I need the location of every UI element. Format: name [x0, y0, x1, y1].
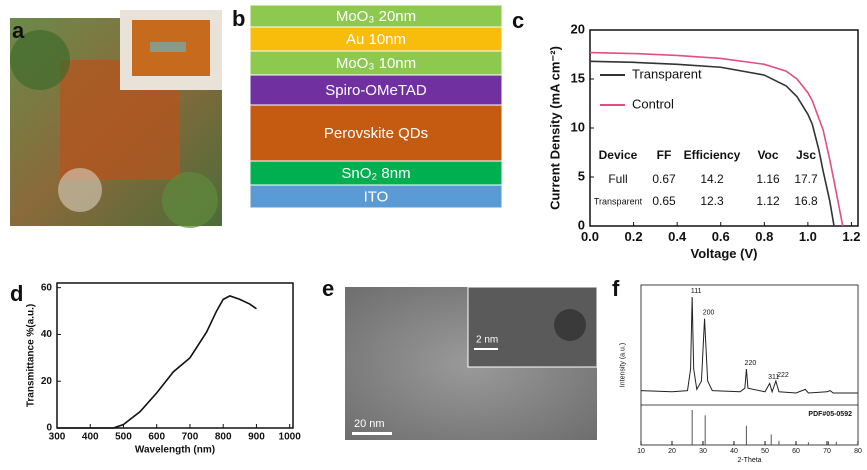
table-header: FF: [657, 148, 672, 162]
legend-label: Control: [632, 96, 674, 111]
x-axis-label: Wavelength (nm): [135, 445, 215, 456]
y-tick-label: 20: [571, 21, 585, 36]
y-axis-label: Current Density (mA cm⁻²): [548, 46, 563, 210]
panel-label: c: [512, 8, 524, 33]
y-tick-label: 15: [571, 70, 585, 85]
panel-label: e: [322, 276, 334, 301]
y-tick-label: 40: [41, 329, 53, 340]
tem-image: 20 nm 2 nm: [345, 287, 597, 440]
table-cell: Transparent: [594, 196, 643, 206]
table-cell: 16.8: [794, 194, 818, 208]
x-tick-label: 40: [730, 448, 738, 455]
x-tick-label: 700: [182, 432, 199, 443]
x-tick-label: 30: [699, 448, 707, 455]
x-tick-label: 0.8: [755, 229, 773, 244]
peak-label: 200: [703, 309, 715, 316]
table-header: Device: [599, 148, 638, 162]
data-line: [57, 296, 256, 428]
x-tick-label: 500: [115, 432, 132, 443]
y-tick-label: 5: [578, 168, 585, 183]
y-tick-label: 20: [41, 376, 53, 387]
peak-label: 111: [691, 288, 702, 295]
x-tick-label: 70: [823, 448, 831, 455]
table-header: Voc: [757, 148, 778, 162]
table-cell: 12.3: [700, 194, 724, 208]
layer-label: MoO₃ 10nm: [336, 55, 416, 72]
x-tick-label: 0.2: [625, 229, 643, 244]
layer-label: ITO: [364, 188, 389, 205]
table-cell: Full: [608, 172, 627, 186]
x-tick-label: 600: [148, 432, 165, 443]
x-tick-label: 1.0: [799, 229, 817, 244]
table-cell: 0.65: [652, 194, 676, 208]
y-tick-label: 10: [571, 119, 585, 134]
table-cell: 14.2: [700, 172, 724, 186]
x-tick-label: 20: [668, 448, 676, 455]
table-header: Efficiency: [684, 148, 741, 162]
x-axis-label: Voltage (V): [691, 246, 758, 261]
peak-label: 222: [777, 372, 789, 379]
x-tick-label: 900: [248, 432, 265, 443]
x-tick-label: 1.2: [842, 229, 860, 244]
panel-label: b: [232, 6, 245, 31]
y-tick-label: 60: [41, 282, 53, 293]
x-tick-label: 400: [82, 432, 99, 443]
scale-label: 2 nm: [476, 335, 498, 346]
panel-label: a: [12, 18, 25, 43]
x-tick-label: 0.6: [712, 229, 730, 244]
table-header: Jsc: [796, 148, 816, 162]
legend-label: Transparent: [632, 66, 702, 81]
y-tick-label: 0: [578, 217, 585, 232]
x-tick-label: 60: [792, 448, 800, 455]
table-cell: 0.67: [652, 172, 676, 186]
reference-label: PDF#05-0592: [808, 411, 852, 418]
layer-label: Spiro-OMeTAD: [325, 82, 427, 99]
plot-frame: [57, 283, 293, 428]
x-tick-label: 10: [637, 448, 645, 455]
x-tick-label: 800: [215, 432, 232, 443]
panel-label: f: [612, 276, 620, 301]
x-axis-label: 2-Theta: [737, 457, 761, 464]
x-tick-label: 50: [761, 448, 769, 455]
panel-label: d: [10, 281, 23, 306]
x-tick-label: 0.4: [668, 229, 687, 244]
layer-label: MoO₃ 20nm: [336, 8, 416, 25]
x-tick-label: 80: [854, 448, 862, 455]
y-axis-label: Intensity (a.u.): [620, 343, 627, 387]
layer-label: Au 10nm: [346, 31, 406, 48]
figure: a b c d e 20 nm 2 nm f MoO₃ 20nm Au 10nm M…: [0, 0, 867, 470]
table-cell: 1.16: [756, 172, 780, 186]
y-tick-label: 0: [46, 423, 52, 434]
scale-label: 20 nm: [354, 418, 385, 430]
y-axis-label: Transmittance %(a.u.): [26, 304, 37, 407]
table-cell: 17.7: [794, 172, 818, 186]
photo-a: [10, 10, 222, 228]
peak-label: 220: [745, 360, 757, 367]
x-tick-label: 1000: [279, 432, 302, 443]
layer-label: Perovskite QDs: [324, 125, 428, 142]
table-cell: 1.12: [756, 194, 780, 208]
data-line: [641, 297, 858, 393]
layer-label: SnO₂ 8nm: [341, 165, 410, 182]
